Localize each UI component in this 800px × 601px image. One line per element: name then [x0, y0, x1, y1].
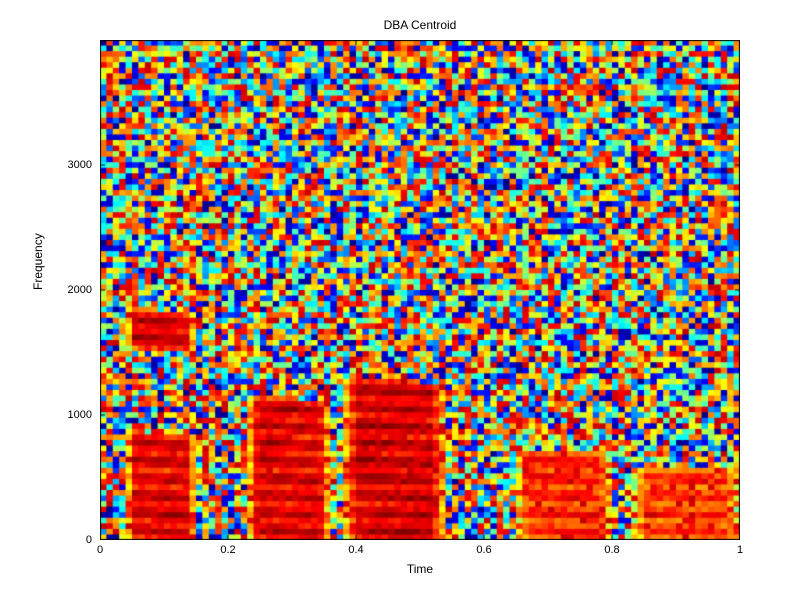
ytick-label: 0 [86, 534, 92, 546]
ytick-label: 1000 [68, 409, 92, 421]
ytick-label: 2000 [68, 284, 92, 296]
ytick-label: 3000 [68, 159, 92, 171]
xtick-label: 0.8 [604, 544, 619, 556]
xtick-label: 0.2 [220, 544, 235, 556]
chart-title: DBA Centroid [100, 18, 740, 32]
spectrogram-canvas [100, 40, 740, 540]
xtick-label: 0.4 [348, 544, 363, 556]
xtick-label: 0 [97, 544, 103, 556]
y-axis-label: Frequency [31, 233, 45, 290]
xtick-label: 0.6 [476, 544, 491, 556]
spectrogram-plot-area [100, 40, 740, 540]
xtick-label: 1 [737, 544, 743, 556]
x-axis-label: Time [100, 562, 740, 576]
